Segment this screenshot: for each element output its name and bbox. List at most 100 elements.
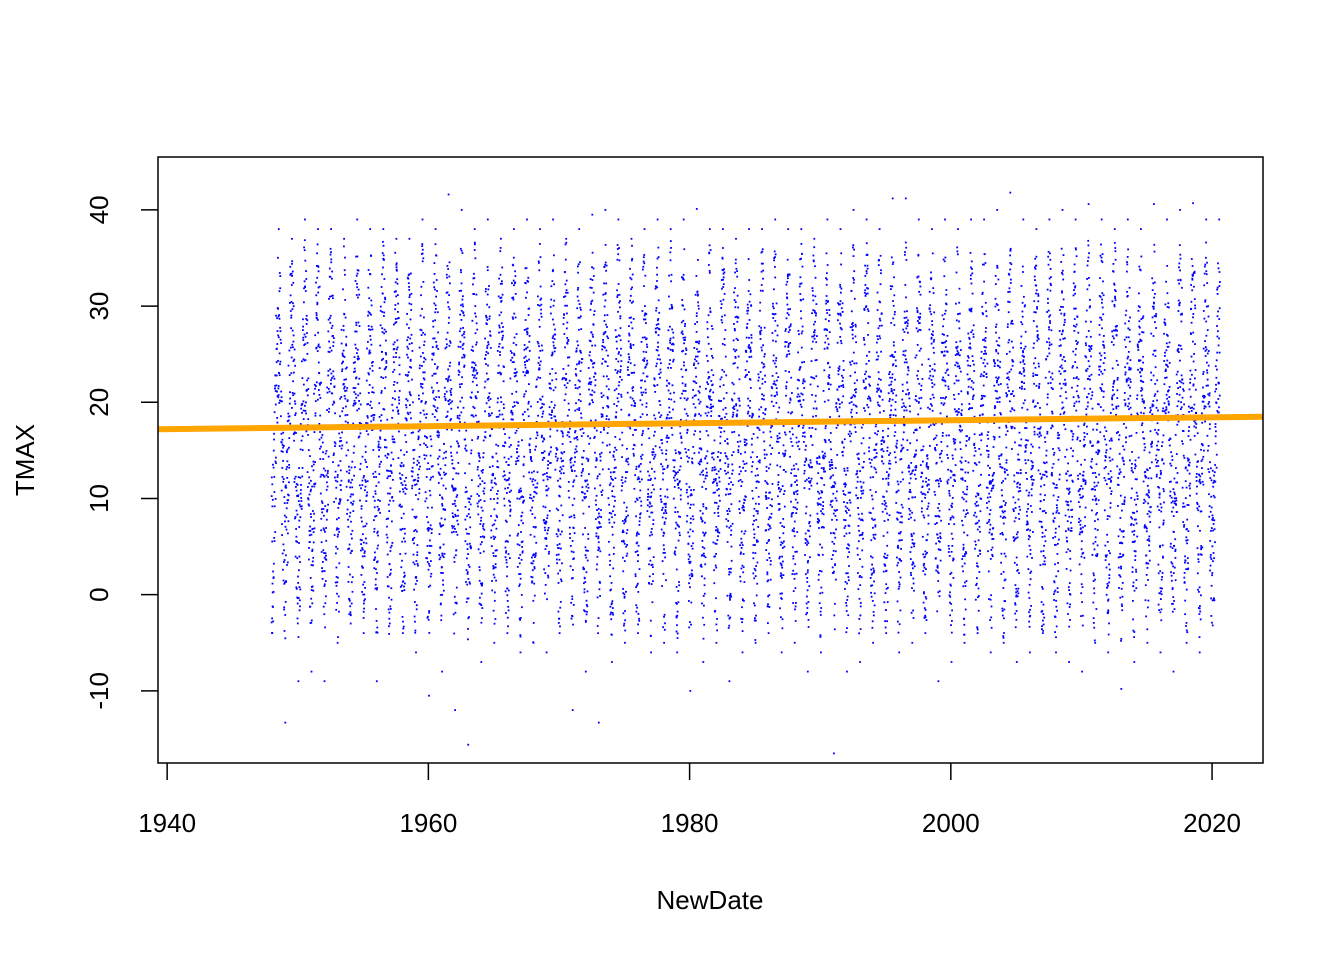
data-point: [625, 590, 627, 593]
data-point: [607, 354, 609, 357]
data-point: [454, 487, 457, 490]
data-point: [589, 278, 592, 280]
data-point: [576, 436, 578, 438]
data-point: [442, 543, 445, 546]
data-point: [724, 462, 727, 465]
data-point: [716, 489, 719, 492]
data-point: [637, 613, 640, 615]
data-point: [669, 359, 671, 361]
data-point: [723, 430, 726, 433]
data-point: [744, 376, 747, 378]
data-point: [617, 370, 619, 373]
data-point: [448, 294, 450, 296]
data-point: [280, 489, 283, 492]
data-point: [578, 316, 581, 319]
data-point: [801, 361, 803, 364]
data-point: [310, 589, 313, 591]
data-point: [602, 341, 605, 344]
data-point: [409, 404, 411, 406]
data-point: [631, 327, 634, 330]
data-point: [413, 563, 416, 566]
data-point: [396, 269, 398, 272]
data-point: [721, 256, 724, 259]
data-point: [468, 542, 471, 545]
data-point: [443, 552, 446, 555]
data-point: [437, 390, 440, 392]
data-point: [582, 450, 585, 452]
data-point: [691, 462, 694, 465]
data-point: [439, 474, 441, 476]
data-point: [473, 367, 476, 369]
data-point: [477, 435, 480, 438]
data-point: [682, 278, 685, 281]
data-point: [316, 301, 319, 304]
data-point: [429, 539, 431, 542]
data-point: [407, 356, 409, 359]
data-point: [275, 462, 277, 464]
data-point: [384, 367, 387, 370]
data-point: [715, 473, 718, 475]
data-point: [439, 524, 442, 527]
data-point: [287, 494, 290, 497]
data-point: [657, 256, 660, 258]
data-point: [670, 398, 673, 401]
data-point: [426, 506, 429, 509]
data-point: [788, 353, 791, 355]
data-point: [615, 411, 618, 414]
data-point: [667, 366, 669, 369]
data-point: [358, 377, 361, 380]
data-point: [301, 403, 304, 405]
data-point: [273, 537, 276, 539]
data-point: [302, 383, 305, 386]
data-point: [687, 502, 689, 505]
data-point: [383, 315, 385, 317]
data-point: [277, 315, 280, 318]
data-point: [459, 400, 462, 403]
data-point: [700, 447, 702, 450]
data-point: [620, 479, 623, 481]
data-point: [497, 444, 500, 447]
data-point: [462, 342, 465, 345]
data-point: [659, 358, 661, 361]
data-point: [416, 554, 419, 556]
data-point: [455, 531, 458, 533]
data-point: [418, 455, 421, 458]
data-point: [517, 455, 520, 458]
data-point: [510, 489, 512, 492]
data-point: [779, 490, 781, 493]
data-point: [304, 410, 307, 412]
data-point: [767, 540, 770, 542]
data-point: [441, 593, 444, 596]
data-point: [302, 358, 305, 361]
data-point: [581, 499, 584, 502]
data-point: [777, 495, 779, 498]
data-point: [636, 550, 639, 553]
data-point: [407, 374, 409, 376]
data-point: [654, 430, 656, 433]
data-point: [618, 301, 621, 304]
data-point: [528, 307, 531, 310]
data-point: [352, 404, 355, 407]
data-point: [640, 443, 643, 446]
data-point: [683, 308, 686, 311]
data-point: [568, 435, 571, 438]
data-point: [701, 575, 703, 578]
data-point: [439, 494, 441, 496]
data-point: [407, 282, 410, 285]
data-point: [426, 557, 428, 560]
data-point: [497, 466, 500, 469]
data-point: [660, 463, 662, 465]
data-point: [643, 360, 645, 362]
data-point: [806, 607, 809, 609]
data-point: [675, 586, 678, 588]
data-point: [353, 356, 356, 358]
data-point: [412, 538, 414, 540]
data-point: [641, 403, 644, 406]
data-point: [295, 540, 298, 543]
data-point: [457, 472, 460, 475]
data-point: [419, 443, 422, 446]
data-point: [342, 325, 345, 327]
data-point: [682, 319, 685, 322]
data-point: [705, 430, 708, 432]
data-point: [761, 361, 763, 364]
